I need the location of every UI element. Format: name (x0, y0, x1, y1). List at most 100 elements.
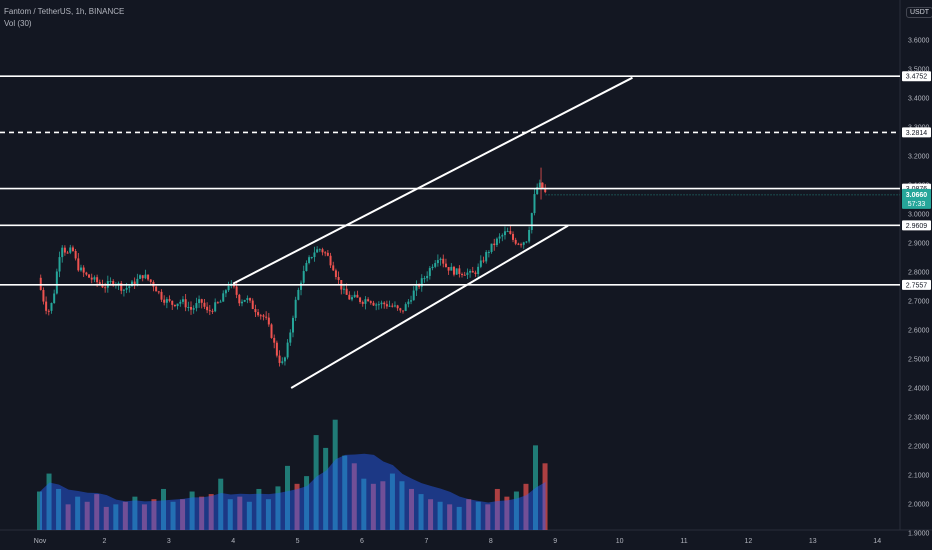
volume-bar (208, 494, 214, 530)
price-axis-tick-label: 2.3000 (908, 415, 930, 422)
candle-body (359, 297, 362, 302)
candle-body (112, 281, 115, 285)
candle-body (326, 252, 329, 256)
candle-body (520, 244, 523, 246)
candle-body (289, 332, 292, 343)
candle-body (495, 238, 498, 246)
candle-body (471, 271, 474, 273)
candle-body (187, 307, 190, 309)
candle-body (200, 299, 203, 303)
candle-body (281, 361, 284, 363)
candle-body (208, 310, 211, 312)
candle-body (321, 249, 324, 253)
candle-body (522, 242, 525, 245)
candle-body (184, 299, 187, 308)
volume-indicator-label: Vol (30) (4, 19, 32, 28)
volume-bar (37, 491, 42, 530)
candle-body (498, 236, 501, 239)
candle-body (434, 263, 437, 267)
candle-body (120, 283, 123, 291)
candle-body (47, 310, 50, 312)
candle-body (149, 279, 152, 282)
candle-body (147, 274, 150, 280)
volume-bar (256, 488, 262, 530)
time-axis-tick-label: Nov (34, 538, 47, 545)
channel-upper-line (232, 76, 633, 285)
time-axis-tick-label: 4 (231, 538, 235, 545)
candle-body (528, 229, 531, 242)
candle-body (216, 302, 219, 304)
volume-bar (65, 504, 71, 530)
volume-bar (332, 419, 338, 530)
candle-body (90, 277, 93, 280)
price-axis-tick-label: 3.0000 (908, 212, 930, 219)
candle-body (125, 287, 128, 290)
time-axis-tick-label: 11 (680, 538, 687, 545)
time-axis-tick-label: 8 (489, 538, 493, 545)
candle-body (305, 262, 308, 272)
volume-bar (170, 501, 176, 530)
volume-bar (351, 463, 357, 530)
candle-body (39, 277, 42, 290)
candle-body (82, 267, 85, 273)
volume-bar (94, 494, 100, 530)
candle-body (410, 300, 413, 302)
price-axis-tick-label: 2.8000 (908, 270, 930, 277)
volume-bar (485, 504, 491, 530)
price-axis-tick-label: 2.0000 (908, 502, 930, 509)
candle-body (181, 299, 184, 302)
price-axis-tick-label: 2.6000 (908, 328, 930, 335)
volume-bar (399, 481, 405, 530)
volume-bar (75, 496, 81, 530)
price-axis-tick-label: 2.9000 (908, 241, 930, 248)
candle-body (455, 268, 458, 275)
candle-body (536, 187, 539, 195)
candle-body (259, 315, 262, 317)
currency-button[interactable]: USDT (906, 7, 932, 18)
price-axis-tick-label: 2.1000 (908, 473, 930, 480)
candle-body (423, 278, 426, 280)
candle-body (165, 299, 168, 303)
candle-body (369, 301, 372, 303)
candle-body (77, 258, 80, 271)
candle-body (179, 301, 182, 304)
candle-body (98, 282, 101, 285)
candle-body (262, 315, 265, 317)
volume-bar (285, 465, 291, 530)
candle-body (485, 252, 488, 262)
candle-body (348, 294, 351, 300)
candle-body (544, 188, 547, 193)
volume-bar (475, 501, 481, 530)
candle-body (324, 252, 327, 254)
candle-body (206, 306, 209, 311)
level-price-label-bg (902, 71, 931, 82)
volume-bar (342, 455, 348, 530)
candle-body (85, 272, 88, 275)
candle-body (139, 275, 142, 279)
candle-body (122, 289, 125, 291)
candle-body (530, 213, 533, 230)
volume-bar (323, 447, 329, 530)
volume-bar (437, 501, 443, 530)
candle-body (415, 285, 418, 291)
candle-body (396, 305, 399, 309)
candle-body (345, 288, 348, 295)
candle-body (308, 257, 311, 263)
price-axis-tick-label: 3.4000 (908, 96, 930, 103)
candle-body (503, 231, 506, 236)
candle-body (367, 299, 370, 302)
candle-body (227, 286, 230, 291)
candle-body (310, 257, 313, 259)
symbol-title: Fantom / TetherUS, 1h, BINANCE (4, 7, 125, 16)
volume-bar (113, 504, 119, 530)
candle-body (517, 243, 520, 245)
candle-body (195, 303, 198, 309)
candle-body (163, 299, 166, 303)
candle-body (243, 299, 246, 302)
candle-body (109, 281, 112, 283)
candle-body (144, 274, 147, 279)
time-axis-tick-label: 7 (424, 538, 428, 545)
candle-body (168, 299, 171, 301)
volume-bar (237, 496, 243, 530)
